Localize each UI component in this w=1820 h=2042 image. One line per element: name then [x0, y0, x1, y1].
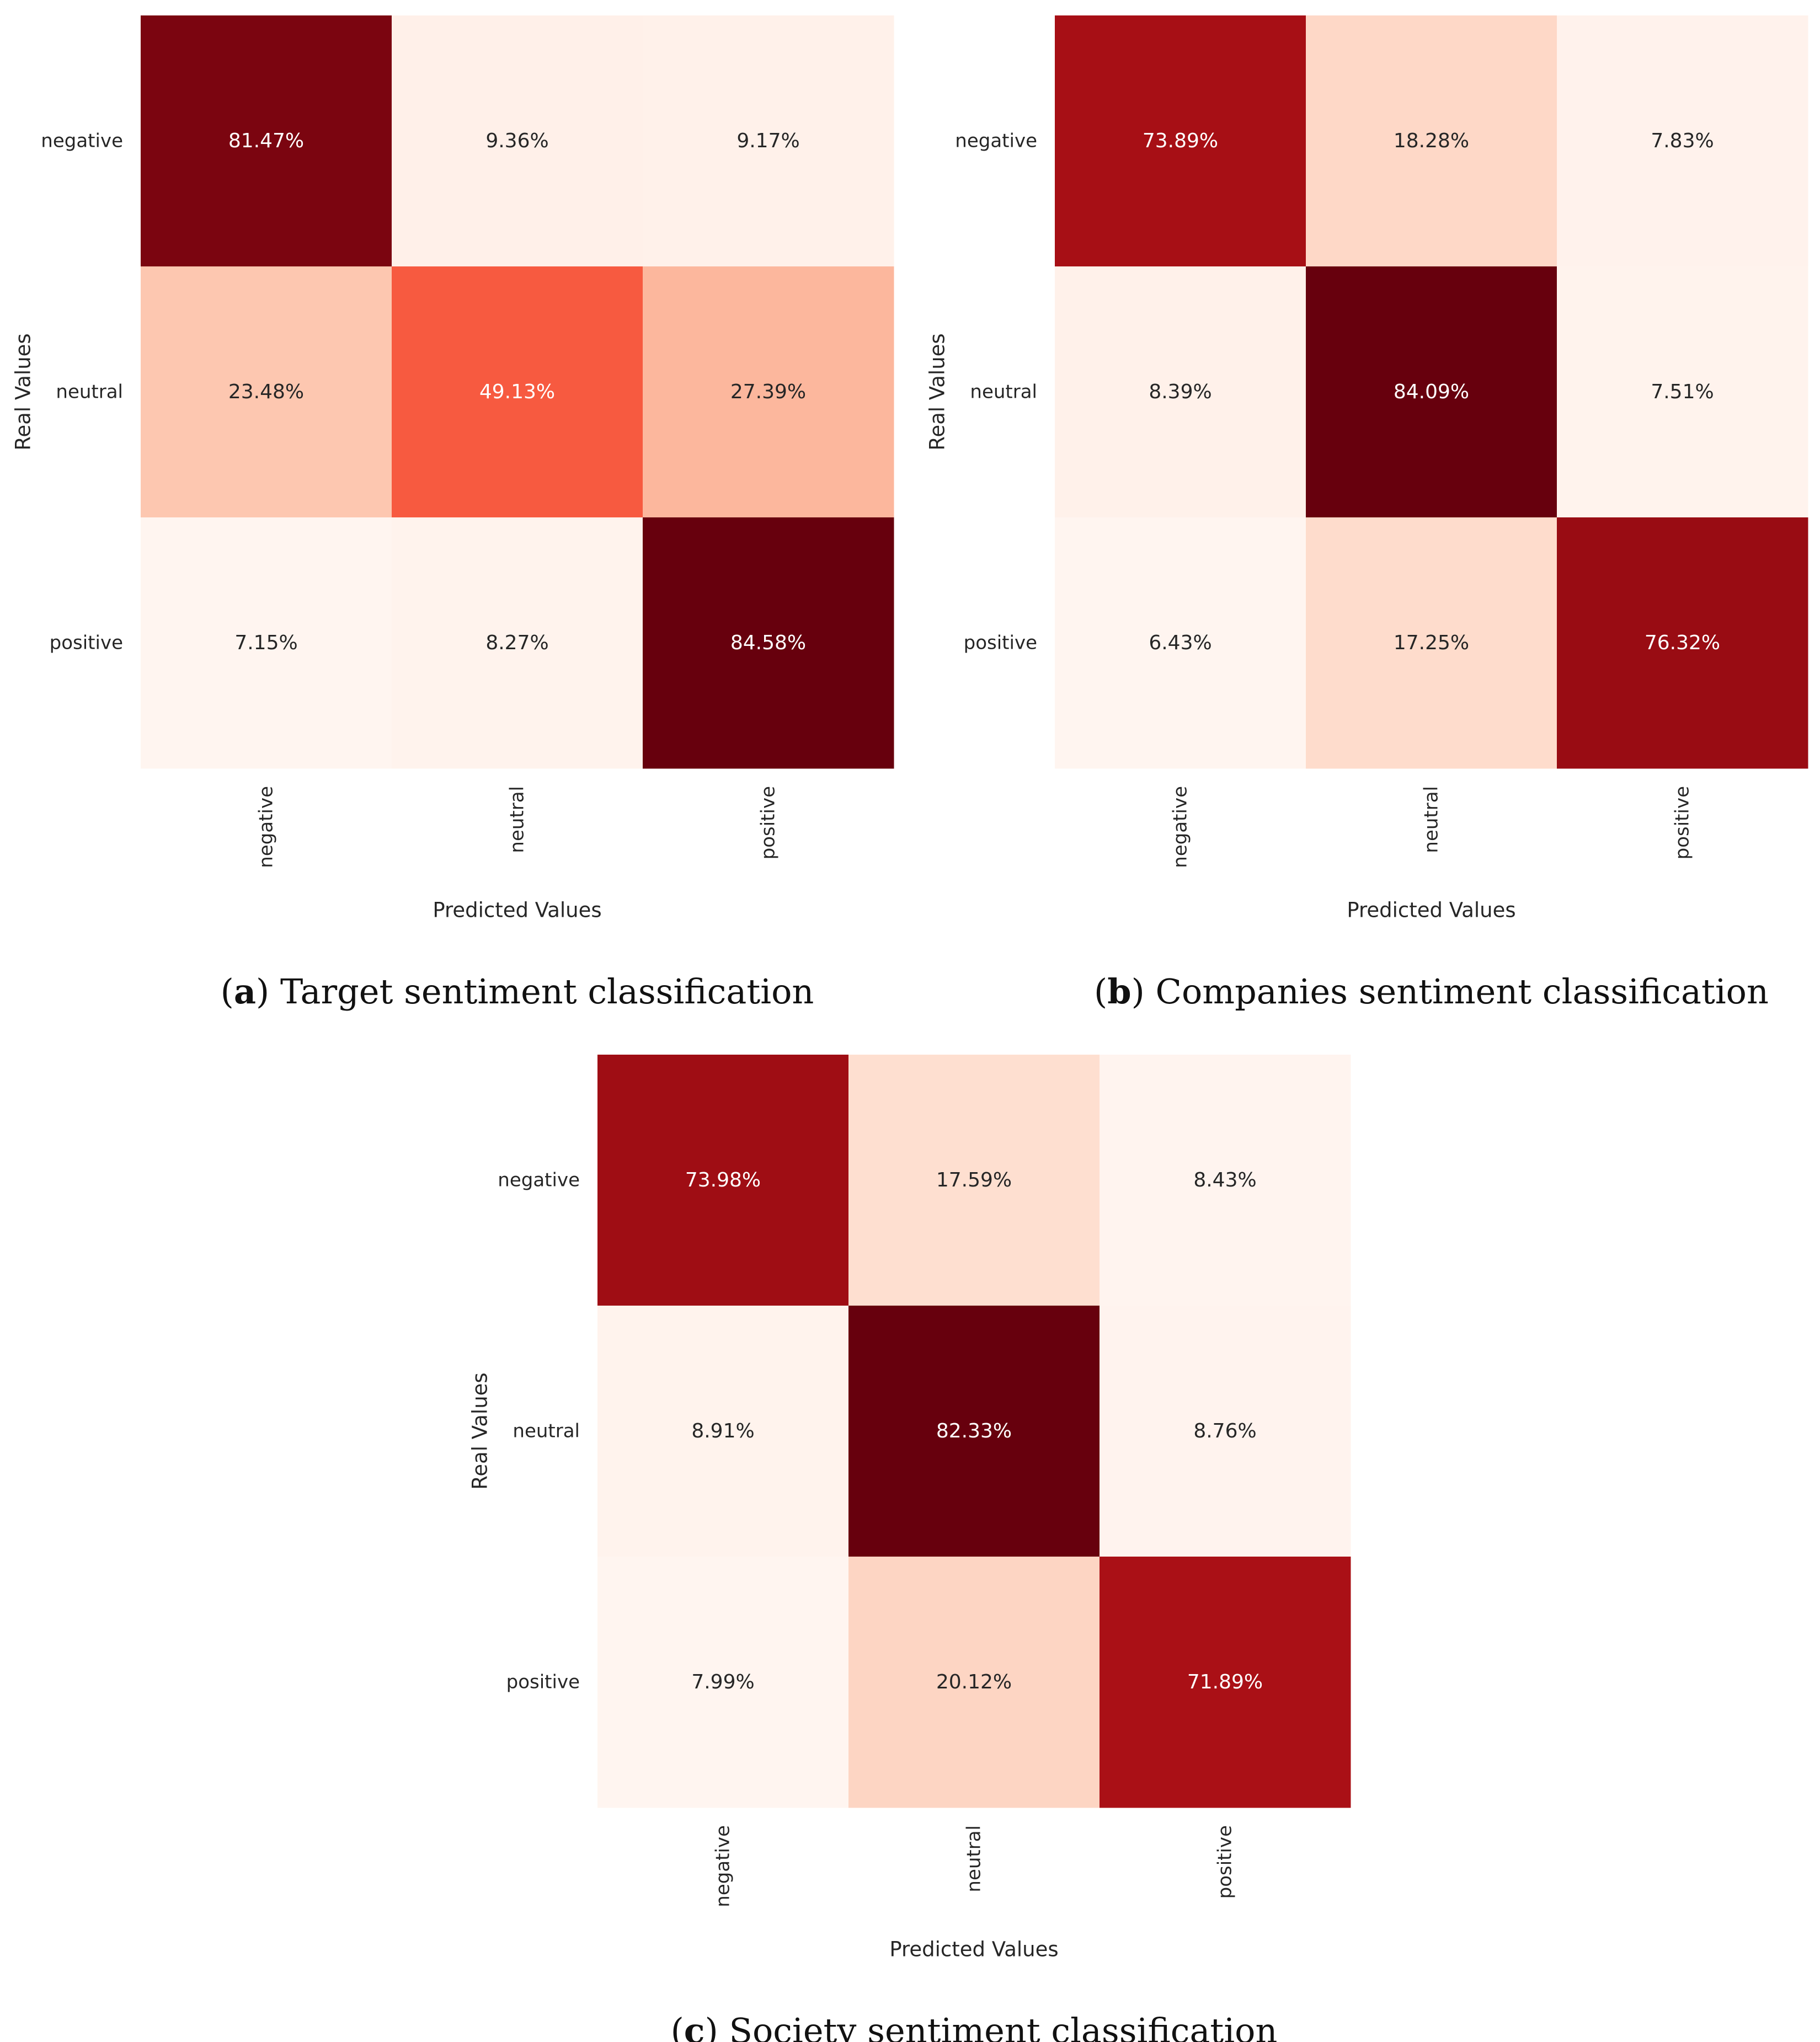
cell-value-label: 8.39% — [1149, 381, 1211, 403]
panel-caption: (b) Companies sentiment classification — [1094, 971, 1769, 1012]
y-tick-label-positive: positive — [506, 1671, 580, 1693]
caption-panel-letter: a — [234, 971, 256, 1012]
cell-value-label: 73.89% — [1143, 130, 1218, 152]
y-tick-label-neutral: neutral — [970, 381, 1037, 403]
x-tick-label-positive: positive — [757, 786, 780, 859]
x-tick-label-neutral: neutral — [506, 786, 529, 853]
heatmap-cell-positive-neutral — [848, 1557, 1100, 1808]
heatmap-cell-positive-negative — [1055, 517, 1306, 769]
heatmap-cell-negative-negative — [597, 1055, 849, 1306]
cell-value-label: 8.76% — [1193, 1420, 1256, 1442]
heatmap-cell-neutral-neutral — [392, 266, 643, 518]
heatmap-cell-neutral-negative — [597, 1306, 849, 1557]
heatmap-cell-positive-negative — [597, 1557, 849, 1808]
caption-close-paren: ) — [256, 971, 280, 1012]
x-axis-label: Predicted Values — [433, 899, 601, 922]
cell-value-label: 73.98% — [685, 1169, 761, 1191]
cell-value-label: 81.47% — [228, 130, 304, 152]
panel-a-target-confusion-matrix: 81.47% 9.36% 9.17% 23.48% 49.13% 27.39% 7.15% 8… — [12, 15, 894, 1012]
y-tick-label-neutral: neutral — [56, 381, 123, 403]
y-tick-label-negative: negative — [41, 130, 123, 152]
y-tick-label-negative: negative — [498, 1169, 580, 1191]
x-tick-label-neutral: neutral — [963, 1825, 985, 1893]
heatmap-cell-positive-positive — [1100, 1557, 1351, 1808]
cell-value-label: 76.32% — [1645, 632, 1720, 654]
cell-value-label: 6.43% — [1149, 632, 1211, 654]
cell-value-label: 9.36% — [485, 130, 548, 152]
y-tick-label-neutral: neutral — [513, 1420, 580, 1442]
cell-value-label: 71.89% — [1187, 1671, 1263, 1693]
caption-panel-letter: c — [684, 2011, 705, 2042]
cell-value-label: 8.91% — [691, 1420, 754, 1442]
heatmap-cell-neutral-neutral — [848, 1306, 1100, 1557]
cell-value-label: 8.27% — [485, 632, 548, 654]
x-tick-label-negative: negative — [712, 1825, 734, 1907]
heatmap-cell-neutral-neutral — [1306, 266, 1557, 518]
panel-caption: (a) Target sentiment classification — [221, 971, 814, 1012]
y-axis-label: Real Values — [926, 333, 949, 450]
cell-value-label: 18.28% — [1394, 130, 1469, 152]
heatmap-cell-neutral-negative — [1055, 266, 1306, 518]
heatmap-cell-neutral-negative — [141, 266, 392, 518]
x-tick-label-positive: positive — [1672, 786, 1694, 859]
heatmap-cell-negative-positive — [1557, 15, 1808, 267]
caption-open-paren: ( — [671, 2011, 684, 2042]
x-tick-label-neutral: neutral — [1421, 786, 1443, 853]
cell-value-label: 27.39% — [730, 381, 806, 403]
cell-value-label: 20.12% — [936, 1671, 1012, 1693]
x-axis-label: Predicted Values — [1347, 899, 1515, 922]
y-tick-label-positive: positive — [964, 632, 1037, 654]
heatmap-cell-positive-neutral — [392, 517, 643, 769]
cell-value-label: 7.99% — [691, 1671, 754, 1693]
cell-value-label: 17.59% — [936, 1169, 1012, 1191]
x-tick-label-positive: positive — [1214, 1825, 1236, 1899]
y-tick-label-positive: positive — [50, 632, 123, 654]
caption-open-paren: ( — [1094, 971, 1107, 1012]
x-axis-label: Predicted Values — [889, 1938, 1058, 1961]
caption-title: Society sentiment classification — [729, 2011, 1277, 2042]
heatmap-cell-negative-negative — [1055, 15, 1306, 267]
y-axis-label: Real Values — [12, 333, 35, 450]
y-tick-label-negative: negative — [955, 130, 1037, 152]
cell-value-label: 7.15% — [234, 632, 297, 654]
caption-title: Target sentiment classification — [280, 971, 814, 1012]
cell-value-label: 82.33% — [936, 1420, 1012, 1442]
heatmap-cell-positive-positive — [1557, 517, 1808, 769]
panel-caption: (c) Society sentiment classification — [671, 2011, 1278, 2042]
heatmap-cell-negative-neutral — [848, 1055, 1100, 1306]
heatmap-cell-neutral-positive — [1557, 266, 1808, 518]
heatmap-cell-positive-negative — [141, 517, 392, 769]
caption-panel-letter: b — [1107, 971, 1131, 1012]
cell-value-label: 8.43% — [1193, 1169, 1256, 1191]
cell-value-label: 7.83% — [1651, 130, 1714, 152]
cell-value-label: 84.58% — [730, 632, 806, 654]
heatmap-cell-negative-positive — [1100, 1055, 1351, 1306]
heatmap-cell-positive-neutral — [1306, 517, 1557, 769]
caption-title: Companies sentiment classification — [1156, 971, 1769, 1012]
panel-c-society-confusion-matrix: 73.98% 17.59% 8.43% 8.91% 82.33% 8.76% 7.99% 20… — [468, 1055, 1351, 2042]
caption-close-paren: ) — [1132, 971, 1156, 1012]
cell-value-label: 84.09% — [1394, 381, 1469, 403]
x-tick-label-negative: negative — [1170, 786, 1192, 868]
cell-value-label: 17.25% — [1394, 632, 1469, 654]
heatmap-cell-negative-neutral — [1306, 15, 1557, 267]
panel-b-companies-confusion-matrix: 73.89% 18.28% 7.83% 8.39% 84.09% 7.51% 6.43% 17… — [926, 15, 1808, 1012]
heatmap-cell-negative-neutral — [392, 15, 643, 267]
heatmap-cell-negative-positive — [643, 15, 894, 267]
caption-close-paren: ) — [705, 2011, 729, 2042]
heatmap-cell-negative-negative — [141, 15, 392, 267]
cell-value-label: 7.51% — [1651, 381, 1714, 403]
heatmap-cell-neutral-positive — [1100, 1306, 1351, 1557]
cell-value-label: 9.17% — [736, 130, 799, 152]
x-tick-label-negative: negative — [255, 786, 277, 868]
heatmap-cell-positive-positive — [643, 517, 894, 769]
cell-value-label: 49.13% — [479, 381, 555, 403]
cell-value-label: 23.48% — [228, 381, 304, 403]
y-axis-label: Real Values — [468, 1372, 492, 1489]
caption-open-paren: ( — [221, 971, 234, 1012]
heatmap-cell-neutral-positive — [643, 266, 894, 518]
